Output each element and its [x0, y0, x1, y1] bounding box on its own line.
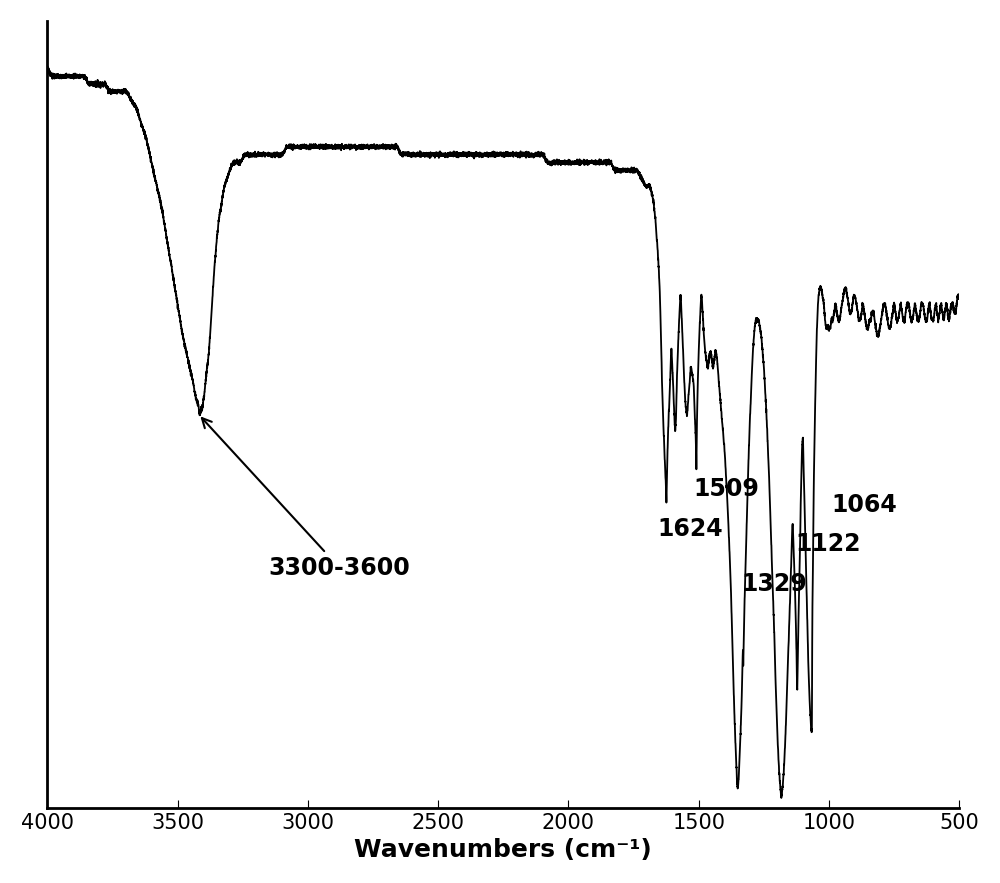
Text: 1122: 1122	[795, 532, 861, 556]
Text: 1329: 1329	[742, 571, 807, 596]
Text: 1509: 1509	[694, 477, 759, 502]
Text: 1624: 1624	[657, 517, 723, 540]
Text: 1064: 1064	[832, 493, 897, 517]
Text: 3300-3600: 3300-3600	[202, 418, 411, 580]
X-axis label: Wavenumbers (cm⁻¹): Wavenumbers (cm⁻¹)	[354, 838, 652, 862]
